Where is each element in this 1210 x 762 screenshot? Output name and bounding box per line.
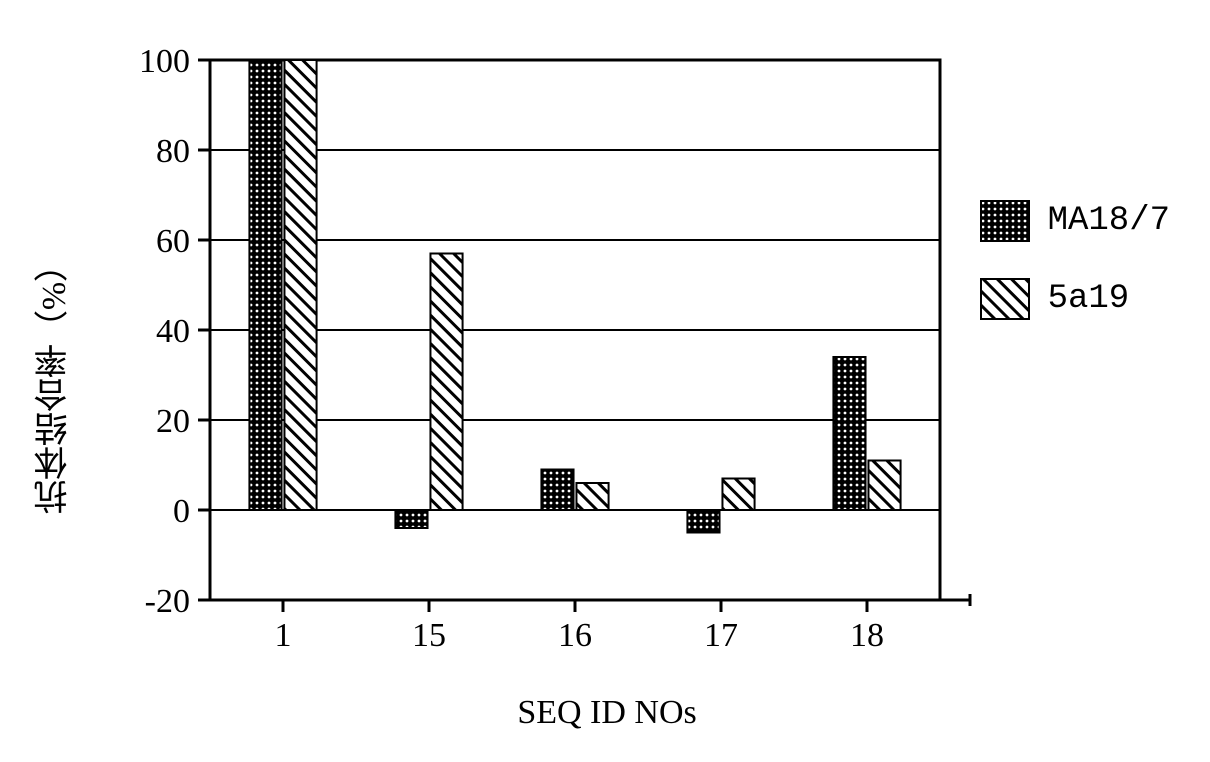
bar-chart: -20 0 20 40 60 80 100 1 15 16 17 18 (20, 20, 1210, 742)
legend-label: 5a19 (1048, 280, 1130, 318)
bar (833, 357, 865, 510)
y-tick-label: 80 (156, 133, 190, 170)
bar (284, 60, 316, 510)
y-tick-label: -20 (145, 583, 190, 620)
bar (430, 254, 462, 511)
y-tick-label: 40 (156, 313, 190, 350)
y-tick-label: 100 (139, 43, 190, 80)
legend-item: 5a19 (980, 278, 1170, 320)
legend-label: MA18/7 (1048, 202, 1170, 240)
legend: MA18/7 5a19 (980, 200, 1170, 356)
y-tick-label: 60 (156, 223, 190, 260)
legend-swatch (980, 200, 1030, 242)
y-tick-label: 20 (156, 403, 190, 440)
bar (541, 470, 573, 511)
x-tick-label: 17 (704, 617, 738, 654)
bar (868, 461, 900, 511)
x-axis-label: SEQ ID NOs (517, 694, 696, 732)
x-tick-label: 1 (275, 617, 292, 654)
x-tick-label: 18 (850, 617, 884, 654)
chart-container: 抗体结合率（%） -20 0 20 40 60 80 100 1 15 16 17 18 SEQ ID… (20, 20, 1210, 742)
y-axis-label: 抗体结合率（%） (30, 248, 79, 514)
legend-item: MA18/7 (980, 200, 1170, 242)
bar (576, 483, 608, 510)
bar (722, 479, 754, 511)
bar (249, 60, 281, 510)
bar (395, 510, 427, 528)
legend-swatch (980, 278, 1030, 320)
y-tick-label: 0 (173, 493, 190, 530)
bar (687, 510, 719, 533)
x-tick-label: 15 (412, 617, 446, 654)
x-tick-label: 16 (558, 617, 592, 654)
